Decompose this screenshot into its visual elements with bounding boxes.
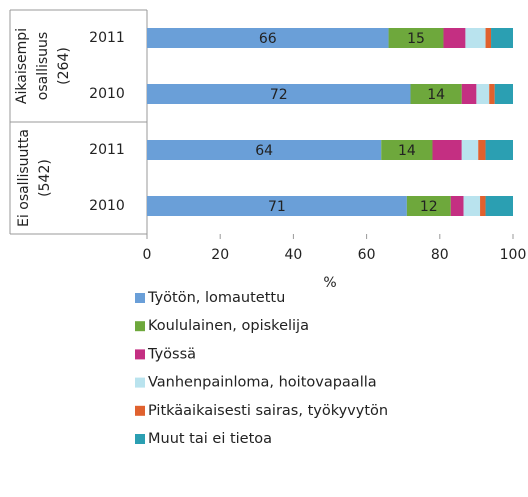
- bar-segment: [406, 196, 451, 216]
- group-label: Aikaisempi: [14, 28, 30, 104]
- bar-segment: [443, 28, 466, 48]
- data-label: 14: [398, 143, 416, 159]
- bar-segment: [491, 28, 513, 48]
- bar-segment: [478, 140, 486, 160]
- bar-segment: [485, 196, 513, 216]
- x-tick-label: 0: [143, 247, 152, 263]
- bar-segment: [494, 84, 513, 104]
- bar-segment: [410, 84, 462, 104]
- legend-swatch: [135, 405, 145, 416]
- bar-segment: [147, 196, 407, 216]
- y-tick-label: 2011: [89, 142, 125, 158]
- x-tick-label: 80: [431, 247, 449, 263]
- x-tick-label: 100: [500, 247, 527, 263]
- bar-segment: [485, 28, 492, 48]
- bar-segment: [465, 28, 486, 48]
- legend-swatch: [135, 377, 145, 388]
- y-tick-label: 2010: [89, 198, 125, 214]
- x-tick-label: 40: [284, 247, 302, 263]
- group-label: (542): [37, 159, 53, 197]
- legend-label: Työssä: [147, 346, 196, 362]
- bar-segment: [381, 140, 433, 160]
- bar-segment: [147, 140, 382, 160]
- data-label: 64: [255, 143, 273, 159]
- legend-swatch: [135, 349, 145, 360]
- bar-segment: [432, 140, 462, 160]
- bar-segment: [147, 84, 411, 104]
- bar-segment: [461, 140, 479, 160]
- legend-label: Työtön, lomautettu: [147, 290, 285, 306]
- group-label: osallisuus: [35, 32, 51, 100]
- bar-segment: [450, 196, 464, 216]
- legend-label: Pitkäaikaisesti sairas, työkyvytön: [148, 403, 388, 419]
- bar-segment: [489, 84, 495, 104]
- bar-segment: [480, 196, 486, 216]
- bar-segment: [463, 196, 481, 216]
- x-axis-label: %: [323, 275, 336, 291]
- legend-label: Muut tai ei tietoa: [148, 431, 272, 447]
- data-label: 72: [270, 87, 288, 103]
- y-tick-label: 2010: [89, 86, 125, 102]
- legend-swatch: [135, 293, 145, 303]
- x-tick-label: 20: [211, 247, 229, 263]
- x-tick-label: 60: [358, 247, 376, 263]
- bar-segment: [485, 140, 513, 160]
- data-label: 12: [420, 199, 438, 215]
- group-label: Ei osallisuutta: [16, 129, 32, 227]
- data-label: 66: [259, 31, 277, 47]
- group-label: (264): [56, 47, 72, 85]
- legend-swatch: [135, 321, 145, 332]
- bar-segment: [147, 28, 389, 48]
- data-label: 15: [407, 31, 425, 47]
- legend-label: Koululainen, opiskelija: [148, 318, 309, 334]
- bar-segment: [461, 84, 477, 104]
- data-label: 71: [268, 199, 286, 215]
- bar-segment: [476, 84, 490, 104]
- legend-label: Vanhenpainloma, hoitovapaalla: [148, 375, 377, 391]
- data-label: 14: [427, 87, 445, 103]
- bar-segment: [388, 28, 444, 48]
- y-tick-label: 2011: [89, 30, 125, 46]
- legend-swatch: [135, 434, 145, 444]
